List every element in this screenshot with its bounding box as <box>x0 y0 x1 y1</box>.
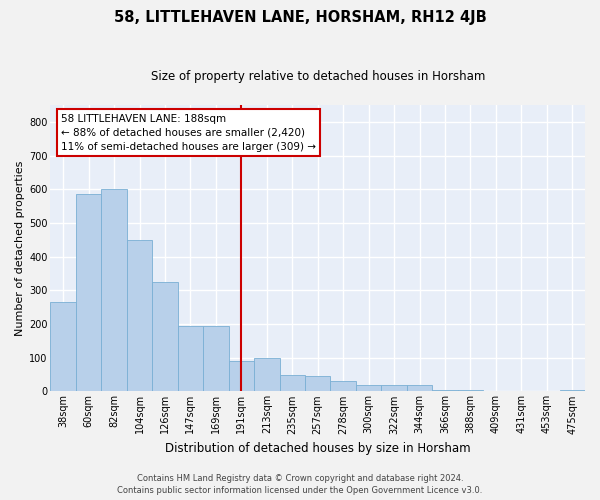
Bar <box>127 240 152 392</box>
Bar <box>178 326 203 392</box>
Text: Contains HM Land Registry data © Crown copyright and database right 2024.
Contai: Contains HM Land Registry data © Crown c… <box>118 474 482 495</box>
Bar <box>254 358 280 392</box>
Bar <box>280 374 305 392</box>
Bar <box>50 302 76 392</box>
Bar <box>101 189 127 392</box>
Bar <box>560 390 585 392</box>
Bar <box>458 390 483 392</box>
Bar <box>407 386 432 392</box>
Text: 58 LITTLEHAVEN LANE: 188sqm
← 88% of detached houses are smaller (2,420)
11% of : 58 LITTLEHAVEN LANE: 188sqm ← 88% of det… <box>61 114 316 152</box>
Title: Size of property relative to detached houses in Horsham: Size of property relative to detached ho… <box>151 70 485 83</box>
X-axis label: Distribution of detached houses by size in Horsham: Distribution of detached houses by size … <box>165 442 470 455</box>
Bar <box>203 326 229 392</box>
Y-axis label: Number of detached properties: Number of detached properties <box>15 160 25 336</box>
Bar <box>76 194 101 392</box>
Bar <box>331 382 356 392</box>
Bar <box>432 390 458 392</box>
Text: 58, LITTLEHAVEN LANE, HORSHAM, RH12 4JB: 58, LITTLEHAVEN LANE, HORSHAM, RH12 4JB <box>113 10 487 25</box>
Bar <box>229 361 254 392</box>
Bar <box>382 384 407 392</box>
Bar <box>356 384 382 392</box>
Bar <box>152 282 178 392</box>
Bar <box>305 376 331 392</box>
